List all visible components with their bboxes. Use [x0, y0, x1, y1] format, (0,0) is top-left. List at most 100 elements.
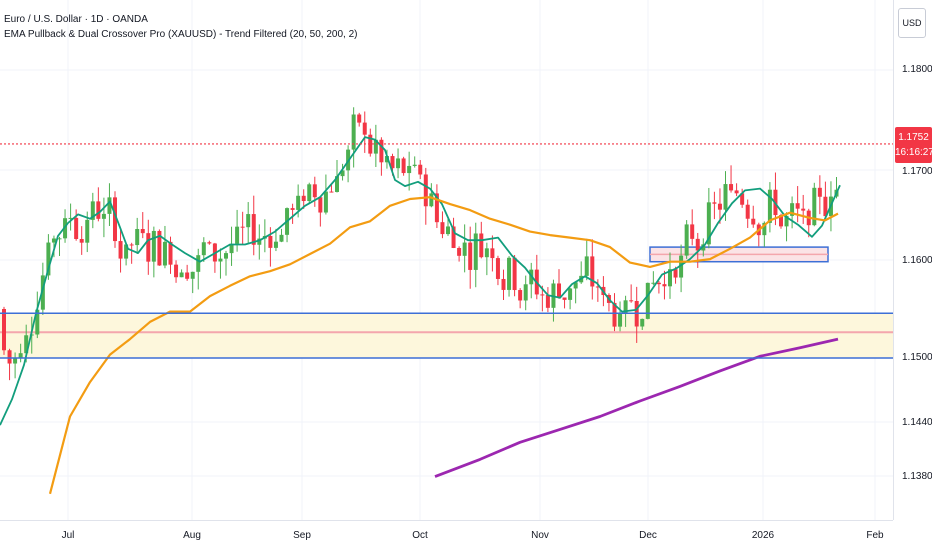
candle-body: [113, 197, 117, 242]
candle-body: [390, 156, 395, 169]
price-chart[interactable]: [0, 0, 893, 520]
ema20-line: [0, 136, 841, 426]
candle-body: [817, 187, 822, 197]
candle-body: [162, 241, 167, 266]
candle-body: [362, 122, 367, 135]
time-scale[interactable]: Jul Aug Sep Oct Nov Dec 2026 Feb: [0, 520, 893, 551]
candle-body: [573, 282, 578, 289]
candle-body: [812, 187, 817, 226]
price-tick: 1.1800: [902, 64, 932, 75]
price-tick: 1.1500: [902, 352, 932, 363]
candle-body: [462, 242, 467, 256]
candle-body: [540, 294, 545, 296]
currency-button[interactable]: USD: [898, 8, 926, 38]
candle-body: [734, 190, 739, 194]
candle-body: [662, 284, 667, 287]
candle-body: [612, 302, 617, 327]
candle-body: [706, 202, 711, 245]
candle-body: [723, 184, 728, 210]
candle-body: [501, 278, 506, 290]
candle-body: [679, 255, 684, 278]
candle-body: [129, 244, 134, 246]
candle-body: [629, 300, 634, 302]
support-zone: [0, 313, 893, 358]
candle-body: [85, 219, 90, 243]
candle-body: [673, 269, 678, 278]
candle-body: [151, 230, 156, 262]
candle-body: [495, 258, 500, 279]
candle-body: [185, 272, 190, 279]
candle-body: [651, 282, 656, 284]
candle-body: [13, 357, 18, 364]
candle-body: [190, 271, 195, 279]
candle-body: [440, 222, 445, 235]
last-price-badge: 1.1752 16:16:27: [895, 127, 932, 163]
candle-body: [18, 353, 23, 358]
candle-body: [690, 224, 695, 239]
candle-body: [351, 114, 356, 150]
candle-body: [401, 158, 406, 174]
candle-body: [368, 134, 373, 154]
candle-body: [340, 170, 345, 177]
candle-body: [618, 313, 623, 327]
candle-body: [68, 217, 73, 219]
symbol-title[interactable]: Euro / U.S. Dollar · 1D · OANDA: [4, 14, 148, 25]
candle-body: [429, 193, 434, 207]
candle-body: [645, 282, 650, 319]
candle-body: [479, 233, 484, 258]
candle-body: [584, 256, 589, 276]
candle-body: [273, 241, 278, 248]
candle-body: [35, 309, 40, 335]
candle-body: [407, 165, 412, 174]
candle-body: [307, 184, 312, 202]
candle-body: [684, 224, 689, 256]
candle-body: [201, 242, 206, 256]
candle-body: [795, 203, 800, 209]
time-tick: Oct: [412, 530, 428, 541]
price-scale[interactable]: USD 1.1800 1.1700 1.1600 1.1500 1.1440 1…: [893, 0, 932, 520]
candle-body: [51, 238, 56, 243]
candle-body: [412, 164, 417, 166]
candle-body: [545, 295, 550, 308]
candle-body: [784, 215, 789, 227]
candle-body: [246, 214, 251, 228]
candle-body: [717, 203, 722, 210]
candle-body: [101, 213, 106, 219]
candle-body: [790, 203, 795, 216]
time-tick: Feb: [866, 530, 884, 541]
candle-body: [135, 229, 140, 246]
candle-body: [207, 242, 212, 244]
candle-body: [318, 197, 323, 213]
candle-body: [323, 191, 328, 213]
candle-body: [701, 244, 706, 251]
candle-body: [590, 256, 595, 287]
candle-body: [523, 284, 528, 301]
candle-body: [235, 226, 240, 244]
candle-body: [451, 226, 456, 248]
candle-body: [379, 139, 384, 163]
candle-body: [174, 264, 179, 278]
price-tick: 1.1700: [902, 166, 932, 177]
price-tick: 1.1380: [902, 471, 932, 482]
candle-body: [301, 195, 306, 202]
candle-body: [24, 335, 29, 354]
candle-body: [767, 189, 772, 223]
chart-area[interactable]: Euro / U.S. Dollar · 1D · OANDA EMA Pull…: [0, 0, 893, 520]
candle-body: [107, 197, 112, 214]
candle-body: [373, 139, 378, 154]
time-tick: 2026: [751, 530, 775, 541]
candle-body: [74, 217, 79, 240]
candle-body: [712, 202, 717, 204]
candle-body: [779, 215, 783, 227]
candle-body: [729, 184, 734, 191]
candle-body: [218, 258, 223, 262]
candle-body: [557, 283, 561, 298]
candle-body: [518, 290, 523, 301]
indicator-title[interactable]: EMA Pullback & Dual Crossover Pro (XAUUS…: [4, 29, 358, 40]
candle-body: [329, 191, 334, 193]
ema50-line: [48, 196, 839, 495]
candle-body: [296, 195, 301, 210]
candle-body: [568, 288, 573, 300]
candle-body: [279, 234, 284, 242]
candle-body: [490, 248, 495, 259]
